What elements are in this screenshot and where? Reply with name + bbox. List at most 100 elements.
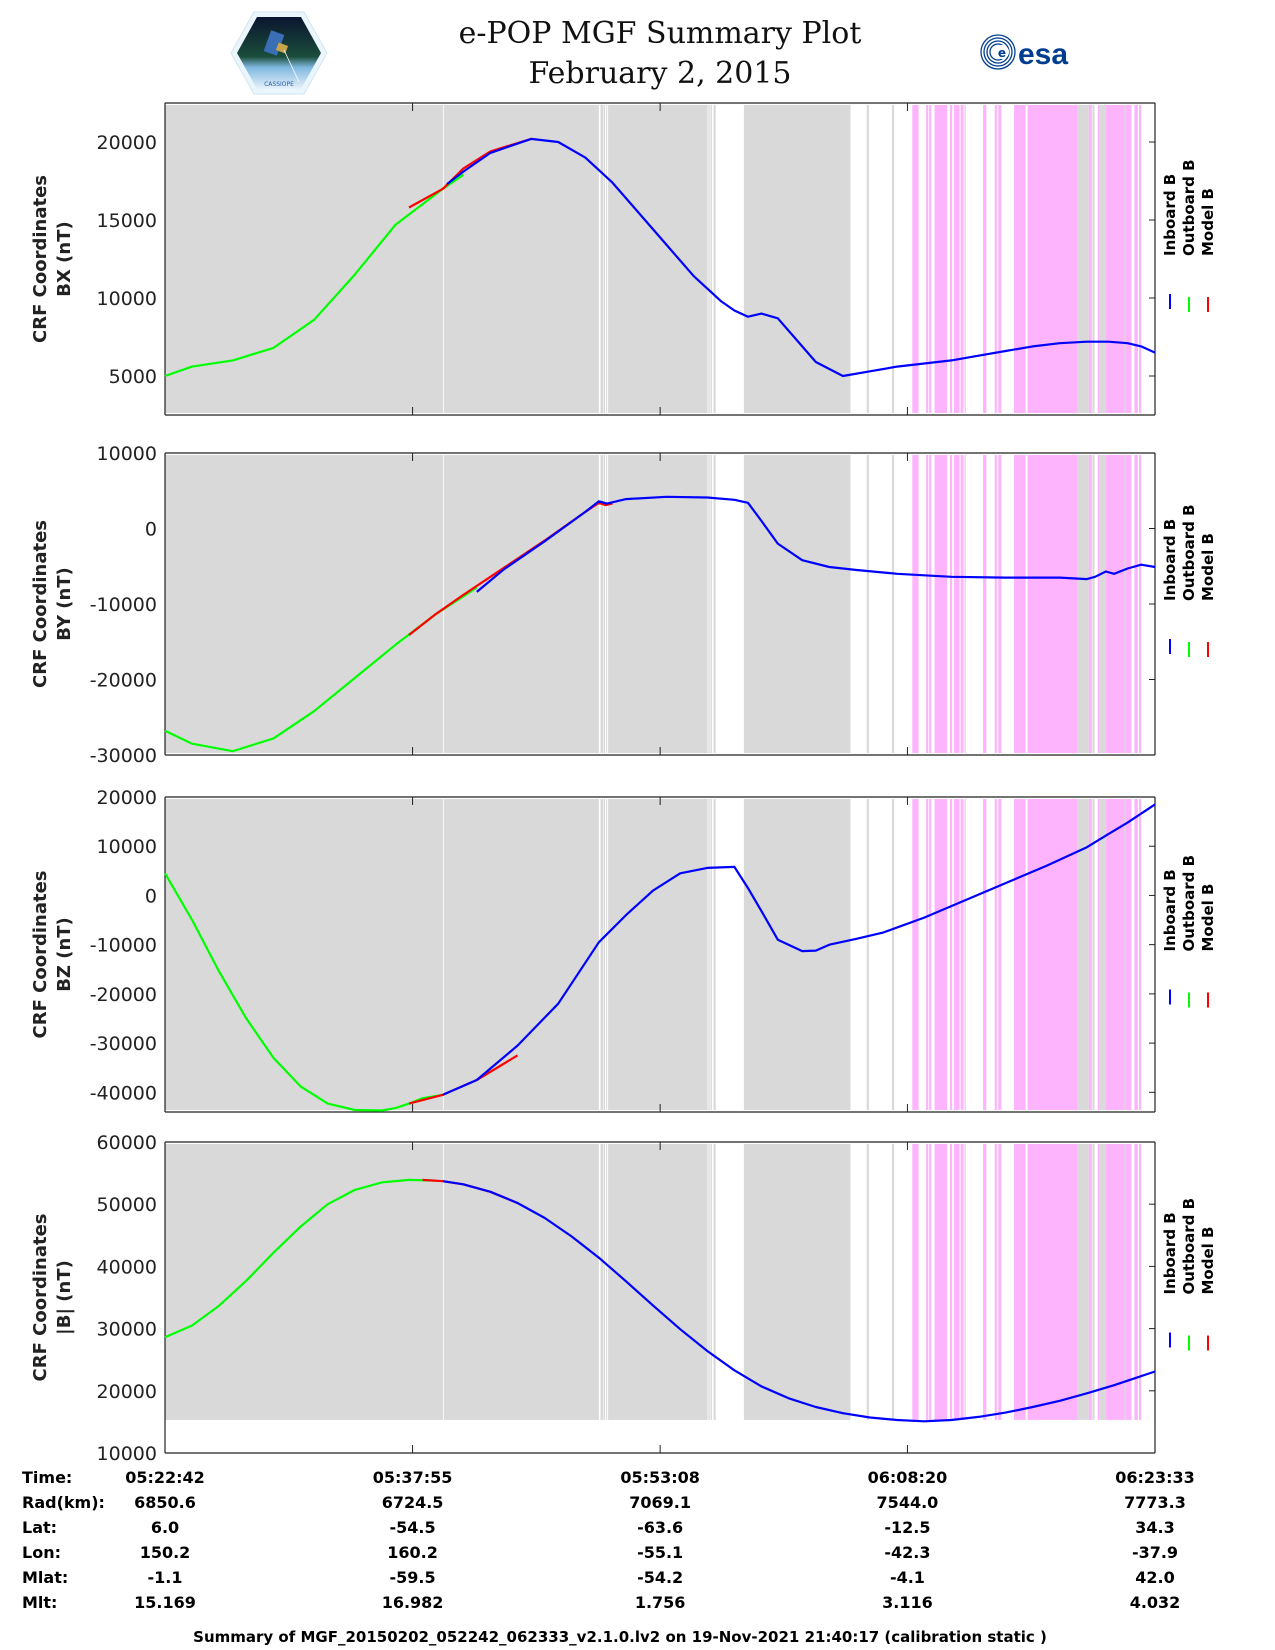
gray-band	[606, 105, 608, 413]
y-tick-label: 15000	[97, 210, 157, 232]
y-tick-label: 10000	[97, 836, 157, 858]
pink-band	[1134, 455, 1138, 753]
pink-band	[912, 1144, 919, 1420]
pink-band	[1139, 1144, 1142, 1420]
y-axis-label-line-2: BX (nT)	[54, 221, 75, 296]
info-cell: -55.1	[637, 1543, 683, 1562]
esa-logo-text: esa	[1018, 38, 1068, 71]
gray-band	[600, 455, 604, 753]
gray-band	[710, 455, 712, 753]
series-line-outboard-b	[164, 173, 464, 378]
y-tick-label: -30000	[90, 1033, 157, 1055]
gray-band	[1077, 105, 1089, 413]
gray-band	[165, 105, 443, 413]
info-cell: -54.2	[637, 1568, 683, 1587]
gray-band	[604, 1144, 606, 1420]
gray-band	[604, 455, 606, 753]
panel-1: 5000 10000 15000 20000 CRF Coordinates BX (nT…	[30, 102, 1217, 416]
info-cell: 7069.1	[629, 1493, 691, 1512]
panel-4: 10000 20000 30000 40000 50000 60000 CRF Coordi…	[30, 1132, 1217, 1465]
pink-band	[1013, 1144, 1026, 1420]
gray-band	[743, 455, 851, 753]
pink-band	[1027, 799, 1078, 1110]
gray-band	[1099, 455, 1106, 753]
y-axis-label-line-1: CRF Coordinates	[30, 175, 51, 343]
info-cell: 6.0	[151, 1518, 179, 1537]
info-row-label: Lon:	[22, 1543, 61, 1562]
info-cell: -12.5	[884, 1518, 930, 1537]
pink-band	[1097, 455, 1100, 753]
legend-label: Model B	[1199, 884, 1217, 952]
legend: Inboard B Outboard B Model B	[1161, 504, 1217, 657]
gray-band	[606, 455, 608, 753]
legend-label: Outboard B	[1180, 504, 1198, 601]
pink-band	[998, 799, 1002, 1110]
pink-band	[1125, 455, 1132, 753]
info-cell: 06:08:20	[868, 1468, 948, 1487]
y-tick-label: 30000	[97, 1319, 157, 1341]
info-cell: -37.9	[1132, 1543, 1178, 1562]
pink-band	[954, 105, 960, 413]
y-tick-label: 5000	[109, 366, 157, 388]
legend-label: Inboard B	[1161, 869, 1179, 951]
pink-band	[1134, 1144, 1138, 1420]
pink-band	[1027, 455, 1078, 753]
pink-band	[960, 455, 964, 753]
gray-band	[600, 1144, 604, 1420]
series-line-inboard-b	[442, 1180, 1156, 1423]
series-line-inboard-b	[476, 495, 1156, 593]
pink-band	[1088, 799, 1092, 1110]
gray-band	[604, 105, 606, 413]
pink-band	[1125, 1144, 1132, 1420]
pink-band	[1013, 455, 1026, 753]
y-tick-label: -40000	[90, 1082, 157, 1104]
info-cell: 7544.0	[877, 1493, 939, 1512]
gray-band	[1092, 455, 1095, 753]
series-line-inboard-b	[446, 137, 1156, 378]
info-cell: 150.2	[140, 1543, 191, 1562]
gray-band	[708, 1144, 710, 1420]
pink-band	[964, 455, 966, 753]
gray-band	[443, 799, 599, 1110]
gray-band	[165, 799, 443, 1110]
y-tick-label: -20000	[90, 670, 157, 692]
pink-band	[1088, 1144, 1092, 1420]
gray-band	[710, 1144, 712, 1420]
pink-band	[954, 799, 960, 1110]
pink-band	[1013, 105, 1026, 413]
pink-band	[929, 1144, 932, 1420]
pink-band	[1027, 105, 1078, 413]
gray-band	[866, 455, 869, 753]
svg-text:e: e	[998, 46, 1006, 60]
y-axis-label-line-1: CRF Coordinates	[30, 871, 51, 1039]
pink-band	[1097, 105, 1100, 413]
info-cell: -63.6	[637, 1518, 683, 1537]
pink-band	[934, 799, 948, 1110]
gray-band	[1092, 105, 1095, 413]
pink-band	[964, 1144, 966, 1420]
gray-band	[608, 455, 708, 753]
gray-band	[165, 1144, 443, 1420]
y-tick-label: 0	[145, 885, 157, 907]
gray-band	[708, 455, 710, 753]
gray-band	[1077, 799, 1089, 1110]
y-tick-label: 50000	[97, 1194, 157, 1216]
info-cell: 6850.6	[134, 1493, 196, 1512]
pink-band	[1139, 105, 1142, 413]
info-cell: 3.116	[882, 1593, 933, 1612]
y-axis-label-line-2: BZ (nT)	[54, 917, 75, 992]
y-tick-label: 20000	[97, 132, 157, 154]
pink-band	[1125, 799, 1132, 1110]
legend: Inboard B Outboard B Model B	[1161, 855, 1217, 1008]
info-row-label: Rad(km):	[22, 1493, 105, 1512]
pink-band	[912, 105, 919, 413]
info-cell: 1.756	[635, 1593, 686, 1612]
gray-band	[443, 1144, 599, 1420]
pink-band	[994, 455, 997, 753]
info-cell: 7773.3	[1124, 1493, 1186, 1512]
pink-band	[964, 105, 966, 413]
gray-band	[608, 1144, 708, 1420]
pink-band	[1139, 799, 1142, 1110]
y-tick-label: -20000	[90, 984, 157, 1006]
gray-band	[891, 1144, 895, 1420]
